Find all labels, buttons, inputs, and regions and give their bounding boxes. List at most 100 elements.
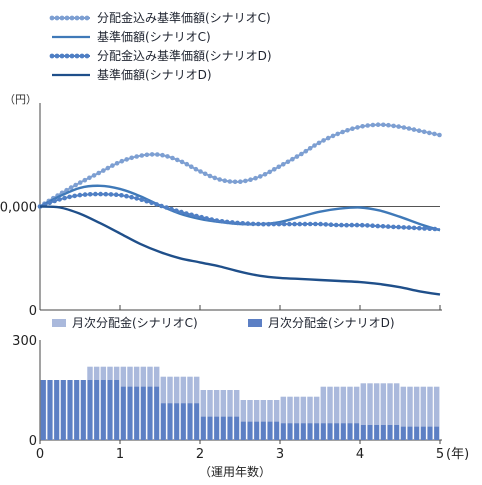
series-marker (325, 135, 331, 141)
x-axis-unit: (年) (446, 447, 469, 462)
bar-scenario-c (233, 390, 240, 440)
series-marker (312, 143, 317, 148)
series-marker (129, 155, 134, 161)
bar-scenario-d (307, 423, 313, 440)
series-marker (199, 214, 204, 220)
series-marker (385, 224, 391, 229)
series-marker (119, 158, 125, 164)
series-marker (77, 180, 83, 185)
series-marker (164, 205, 169, 210)
series-marker (96, 170, 101, 176)
series-marker (297, 221, 303, 227)
series-marker (98, 191, 103, 197)
line-chart-legend: 分配金込み基準価額(シナリオC) 基準価額(シナリオC) 分配金込み基準価額(シナリ… (49, 10, 272, 82)
bar-scenario-d (174, 403, 180, 440)
series-marker (290, 156, 295, 162)
series-marker (232, 179, 238, 185)
legend-item: 基準価額(シナリオC) (52, 29, 211, 44)
bar-scenario-d (220, 416, 226, 440)
legend-marker (74, 53, 80, 59)
bar-scenario-d (47, 380, 53, 440)
series-marker (154, 202, 159, 207)
bar-scenario-c (353, 386, 360, 440)
legend-marker (69, 53, 75, 59)
series-marker (437, 132, 442, 138)
bar-scenario-d (400, 426, 406, 440)
bar-scenario-c (240, 400, 247, 440)
bar-scenario-c (293, 396, 300, 440)
y-tick-label: 0 (29, 304, 37, 319)
series-marker (189, 212, 194, 218)
series-marker (149, 200, 154, 206)
series-marker (243, 178, 248, 184)
bar-scenario-d (207, 416, 213, 440)
bar-scenario-d (340, 423, 346, 440)
series-marker (198, 169, 203, 174)
series-marker (411, 127, 417, 132)
series-marker (149, 152, 155, 157)
series-marker (250, 221, 256, 227)
bar-scenario-c (313, 396, 320, 440)
series-marker (381, 122, 386, 128)
bar-scenario-c (420, 386, 427, 440)
series-marker (174, 208, 179, 213)
series-marker (255, 221, 261, 227)
bar-scenario-d (127, 386, 133, 440)
bar-scenario-d (194, 403, 200, 440)
legend-swatch (52, 319, 66, 327)
series-marker (396, 224, 401, 230)
bar-scenario-d (240, 421, 246, 440)
bar-scenario-c (433, 386, 440, 440)
series-marker (68, 185, 74, 190)
series-marker (335, 131, 341, 137)
bar-scenario-d (314, 423, 320, 440)
bar-scenario-d (87, 380, 93, 440)
legend-item: 月次分配金(シナリオC) (52, 315, 198, 330)
bar-scenario-c (373, 383, 380, 440)
legend-marker (54, 53, 60, 59)
series-marker (427, 130, 432, 136)
series-path (39, 205, 441, 296)
bar-scenario-d (40, 380, 46, 440)
bar-scenario-d (200, 416, 206, 440)
series-marker (108, 192, 114, 197)
bar-scenario-d (134, 386, 140, 440)
bar-scenario-d (334, 423, 340, 440)
series-marker (258, 174, 263, 179)
bar-chart-panel: 300 00 1 2 3 4 5 (12, 334, 444, 462)
legend-marker (49, 15, 55, 21)
series-marker (285, 159, 291, 165)
series-marker (262, 172, 268, 177)
bar-scenario-d (67, 380, 73, 440)
series-line (39, 205, 441, 296)
series-marker (219, 219, 225, 224)
bar-scenario-c (400, 386, 407, 440)
series-marker (307, 146, 313, 151)
series-marker (91, 173, 97, 178)
series-marker (271, 221, 277, 227)
series-marker (299, 151, 304, 157)
legend-label: 月次分配金(シナリオC) (72, 315, 198, 330)
bar-chart-legend: 月次分配金(シナリオC) 月次分配金(シナリオD) (52, 315, 395, 330)
bar-scenario-c (307, 396, 313, 440)
series-marker (184, 161, 190, 167)
bar-scenario-d (120, 386, 126, 440)
series-marker (57, 197, 62, 202)
bar-scenario-d (187, 403, 193, 440)
series-marker (276, 164, 282, 170)
legend-label: 分配金込み基準価額(シナリオD) (97, 48, 272, 63)
series-marker (375, 223, 381, 229)
series-marker (248, 177, 253, 182)
series-marker (281, 162, 286, 167)
series-line (37, 191, 441, 232)
series-marker (179, 159, 185, 165)
series-marker (406, 225, 412, 230)
bar-scenario-d (100, 380, 106, 440)
series-marker (77, 192, 83, 198)
bar-scenario-c (300, 396, 307, 440)
series-marker (330, 133, 336, 139)
series-marker (391, 224, 396, 230)
bar-scenario-d (387, 425, 393, 440)
series-marker (119, 193, 124, 198)
series-marker (144, 152, 150, 158)
